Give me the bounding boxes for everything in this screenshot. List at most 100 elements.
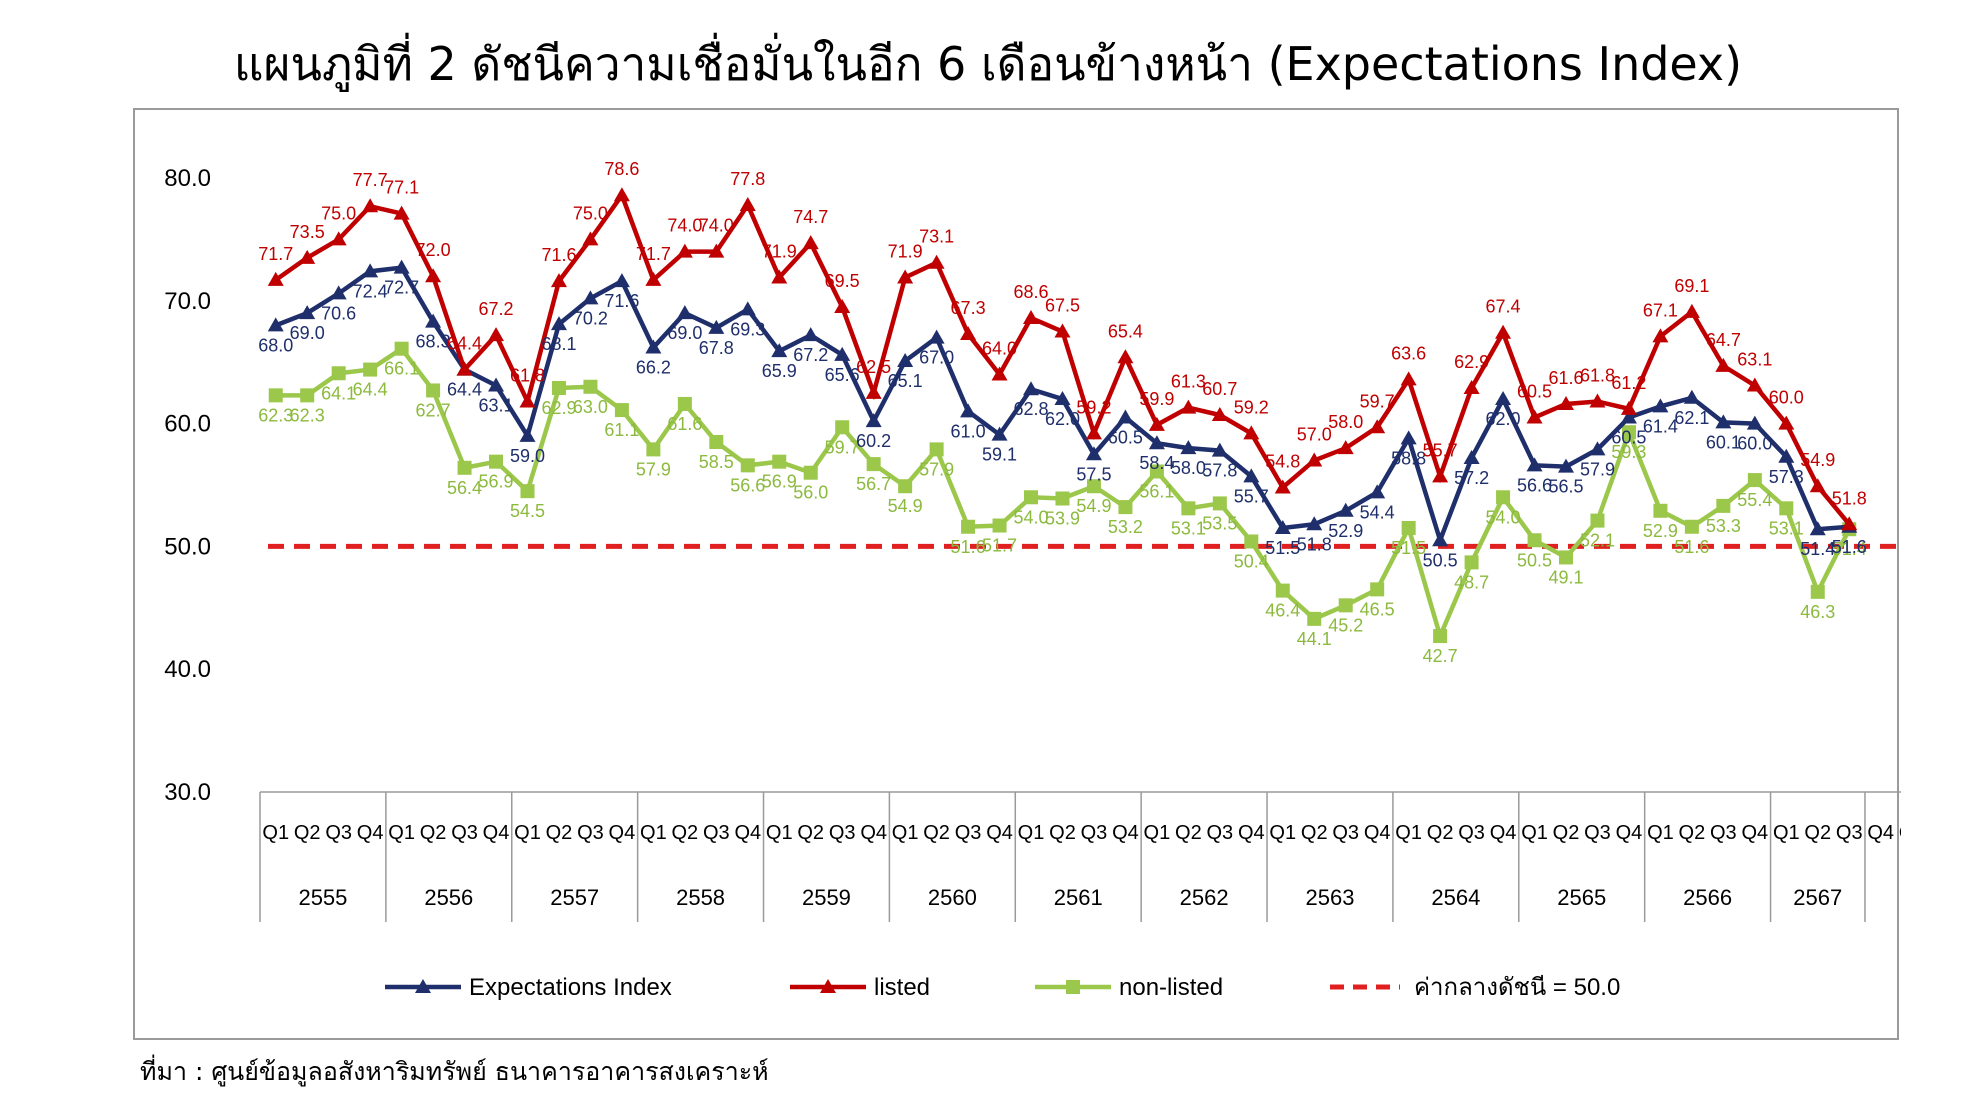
data-point — [1653, 503, 1668, 518]
data-point — [550, 316, 567, 331]
data-point — [803, 465, 818, 480]
data-point — [519, 393, 536, 408]
x-tick-label: Q2 — [1804, 822, 1831, 844]
data-label: 64.0 — [982, 338, 1017, 358]
data-point — [1274, 479, 1291, 494]
data-point — [268, 388, 283, 403]
data-point — [928, 254, 945, 269]
data-point — [613, 273, 630, 288]
data-point — [991, 366, 1008, 381]
x-tick-label: Q1 — [388, 822, 415, 844]
data-label: 57.9 — [636, 459, 671, 479]
data-label: 70.2 — [573, 308, 608, 328]
year-label: 2558 — [676, 885, 725, 910]
data-point — [1433, 629, 1448, 644]
data-label: 56.6 — [1517, 475, 1552, 495]
data-label: 67.5 — [1045, 296, 1080, 316]
data-point — [1244, 534, 1259, 549]
legend-marker — [820, 979, 836, 993]
data-point — [1716, 498, 1731, 513]
data-label: 64.7 — [1706, 330, 1741, 350]
data-point — [1620, 400, 1637, 415]
data-point — [1149, 464, 1164, 479]
data-label: 66.2 — [636, 357, 671, 377]
year-label: 2557 — [550, 885, 599, 910]
data-point — [582, 290, 599, 305]
data-label: 61.1 — [604, 420, 639, 440]
data-label: 51.5 — [1265, 538, 1300, 558]
data-point — [646, 442, 661, 457]
data-point — [267, 271, 284, 286]
data-label: 56.4 — [447, 478, 482, 498]
data-point — [677, 396, 692, 411]
data-label: 57.9 — [919, 459, 954, 479]
data-point — [739, 197, 756, 212]
data-label: 69.5 — [825, 271, 860, 291]
data-point — [1306, 452, 1323, 467]
data-point — [865, 413, 882, 428]
data-point — [1747, 473, 1762, 488]
data-label: 71.9 — [888, 241, 923, 261]
year-label: 2567 — [1793, 885, 1842, 910]
year-label: 2565 — [1557, 885, 1606, 910]
data-point — [330, 231, 347, 246]
data-point — [1274, 519, 1291, 534]
data-label: 54.9 — [1800, 450, 1835, 470]
data-point — [1810, 584, 1825, 599]
legend-label: non-listed — [1119, 974, 1223, 1001]
data-point — [1495, 324, 1512, 339]
data-label: 72.4 — [353, 281, 388, 301]
data-label: 61.8 — [510, 365, 545, 385]
data-point — [835, 420, 850, 435]
legend-marker — [415, 979, 431, 993]
x-tick-label: Q2 — [1553, 822, 1580, 844]
data-label: 58.0 — [1171, 458, 1206, 478]
data-label: 53.1 — [1769, 518, 1804, 538]
y-tick-label: 70.0 — [164, 288, 211, 315]
data-point — [1148, 435, 1165, 450]
data-point — [1495, 391, 1512, 406]
data-point — [1841, 516, 1858, 531]
x-tick-label: Q4 — [734, 822, 761, 844]
data-label: 50.5 — [1517, 550, 1552, 570]
legend-label: ค่ากลางดัชนี = 50.0 — [1414, 974, 1620, 1001]
data-point — [1809, 478, 1826, 493]
x-tick-label: Q4 — [1112, 822, 1139, 844]
data-label: 62.9 — [541, 398, 576, 418]
data-point — [960, 325, 977, 340]
data-label: 60.7 — [1202, 379, 1237, 399]
data-label: 51.5 — [1391, 538, 1426, 558]
data-label: 71.9 — [762, 241, 797, 261]
data-point — [1337, 502, 1354, 517]
data-label: 68.0 — [258, 335, 293, 355]
data-label: 69.3 — [730, 319, 765, 339]
data-point — [1432, 468, 1449, 483]
data-label: 71.6 — [604, 291, 639, 311]
data-point — [456, 361, 473, 376]
data-label: 72.7 — [384, 278, 419, 298]
x-tick-label: Q2 — [1679, 822, 1706, 844]
data-point — [772, 454, 787, 469]
data-label: 46.5 — [1360, 599, 1395, 619]
data-label: 57.2 — [1454, 468, 1489, 488]
data-label: 52.1 — [1580, 531, 1615, 551]
legend-marker — [1066, 980, 1080, 994]
data-point — [1683, 303, 1700, 318]
data-point — [1463, 449, 1480, 464]
data-point — [1024, 490, 1039, 505]
data-point — [709, 435, 724, 450]
data-label: 64.4 — [353, 380, 388, 400]
data-label: 57.3 — [1769, 467, 1804, 487]
x-tick-label: Q4 — [860, 822, 887, 844]
data-label: 62.9 — [1454, 352, 1489, 372]
data-point — [1464, 555, 1479, 570]
data-point — [299, 249, 316, 264]
data-point — [1085, 446, 1102, 461]
x-tick-label: Q1 — [640, 822, 667, 844]
y-tick-label: 80.0 — [164, 165, 211, 192]
data-label: 68.3 — [416, 332, 451, 352]
data-label: 63.1 — [1737, 350, 1772, 370]
data-label: 59.7 — [825, 437, 860, 457]
x-tick-label: Q1 — [1395, 822, 1422, 844]
data-label: 53.9 — [1045, 509, 1080, 529]
